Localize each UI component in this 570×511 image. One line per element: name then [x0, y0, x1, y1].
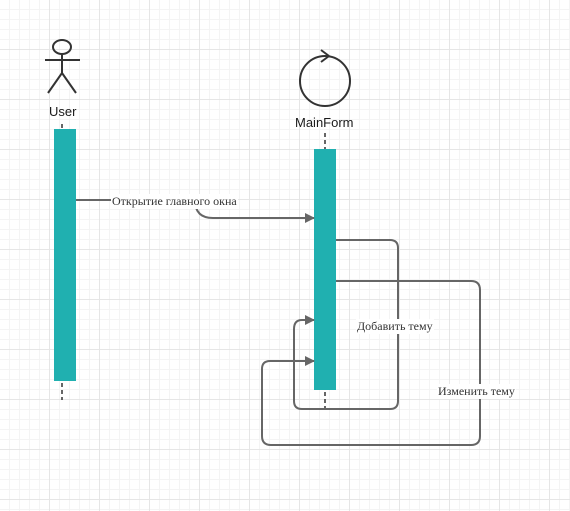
mainform-label: MainForm [295, 115, 354, 130]
add-topic-label: Добавить тему [356, 319, 434, 334]
mainform-activation-bar[interactable] [314, 149, 336, 390]
user-actor-icon[interactable] [45, 39, 80, 94]
user-label: User [49, 104, 77, 119]
edit-topic-arrow[interactable] [261, 280, 481, 446]
add-topic-arrow[interactable] [293, 239, 399, 410]
mainform-control-icon[interactable] [299, 49, 351, 107]
user-activation-bar[interactable] [54, 129, 76, 381]
edit-topic-label: Изменить тему [437, 384, 516, 399]
open-main-window-label: Открытие главного окна [111, 194, 238, 209]
